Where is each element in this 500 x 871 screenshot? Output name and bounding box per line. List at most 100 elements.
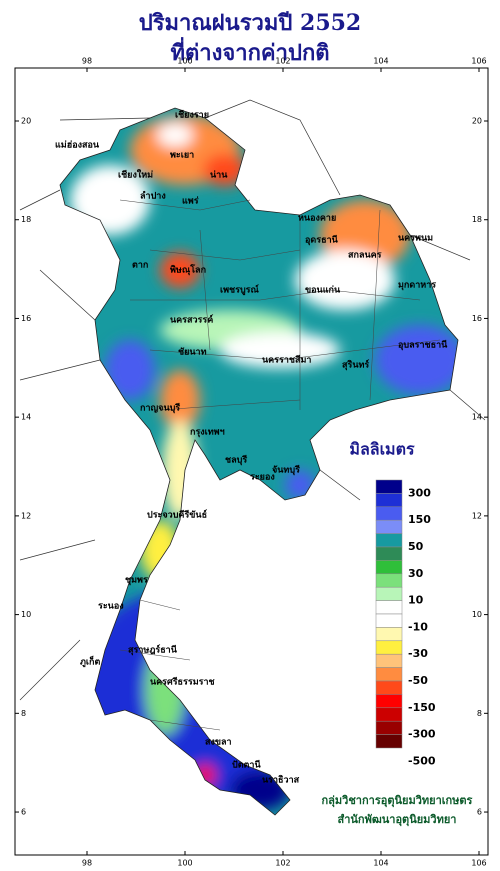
lon-tick-label: 102	[275, 57, 290, 66]
lat-tick-label: 16	[21, 314, 31, 323]
lon-tick-label: 98	[82, 859, 92, 868]
place-label: แม่ฮ่องสอน	[55, 140, 100, 151]
legend-label: 150	[408, 513, 431, 526]
place-label: เพชรบูรณ์	[220, 284, 259, 296]
legend-swatch	[375, 680, 403, 695]
place-label: จันทบุรี	[272, 465, 300, 476]
legend-swatch	[375, 506, 403, 521]
legend-swatch	[375, 533, 403, 548]
legend-label: -500	[408, 754, 436, 767]
lon-tick-label: 104	[373, 859, 388, 868]
lon-tick-label: 106	[471, 859, 486, 868]
lat-tick-label: 12	[472, 511, 482, 520]
place-label: ประจวบคีรีขันธ์	[147, 509, 207, 521]
legend-swatch	[375, 586, 403, 601]
legend-swatch	[375, 640, 403, 655]
lon-tick-label: 100	[177, 859, 192, 868]
place-label: น่าน	[210, 170, 228, 181]
legend-swatch	[375, 573, 403, 588]
legend-swatch	[375, 600, 403, 615]
legend-title: มิลลิเมตร	[349, 440, 415, 459]
place-label: มุกดาหาร	[398, 281, 436, 291]
legend-swatch	[375, 667, 403, 682]
legend-swatch	[375, 519, 403, 534]
legend-swatch	[375, 694, 403, 709]
place-label: ระนอง	[98, 602, 124, 612]
credit-line: สำนักพัฒนาอุตุนิยมวิทยา	[338, 813, 457, 827]
lat-tick-label: 20	[21, 117, 31, 126]
place-label: อุบลราชธานี	[398, 340, 448, 351]
lon-tick-label: 98	[82, 57, 92, 66]
legend-label: -50	[408, 674, 428, 687]
lat-tick-label: 8	[21, 709, 26, 718]
lat-tick-label: 10	[472, 610, 482, 619]
lat-tick-label: 10	[21, 610, 31, 619]
legend-label: 50	[408, 540, 424, 553]
lon-tick-label: 102	[275, 859, 290, 868]
legend-swatch	[375, 627, 403, 642]
place-label: นครพนม	[398, 234, 433, 244]
legend-label: -10	[408, 620, 428, 633]
lon-tick-label: 104	[373, 57, 388, 66]
province-borders	[119, 199, 441, 731]
lat-tick-label: 18	[21, 215, 31, 224]
place-label: นครสวรรค์	[170, 314, 213, 326]
lat-tick-label: 6	[477, 808, 482, 817]
place-label: สุรินทร์	[342, 359, 369, 371]
place-label: ชุมพร	[125, 576, 148, 586]
place-labels: เชียงราย เชียงใหม่ พะเยา น่าน ลำปาง แพร่…	[55, 110, 448, 786]
place-label: นครราชสีมา	[262, 355, 311, 366]
place-label: ขอนแก่น	[305, 285, 341, 296]
legend-swatch	[375, 546, 403, 561]
legend-label: -300	[408, 728, 436, 741]
legend-swatch	[375, 734, 403, 749]
place-label: แพร่	[182, 196, 199, 207]
legend-swatch	[375, 493, 403, 508]
place-label: ตาก	[132, 261, 148, 271]
lon-tick-label: 100	[177, 57, 192, 66]
title-line: ปริมาณฝนรวมปี 2552	[139, 10, 362, 36]
place-label: อุดรธานี	[305, 235, 339, 246]
legend-label: -150	[408, 701, 436, 714]
legend-swatch	[375, 653, 403, 668]
neighbor-borders	[19, 99, 486, 701]
legend-swatch	[375, 560, 403, 575]
place-label: กาญจนบุรี	[140, 403, 180, 414]
place-label: พะเยา	[170, 151, 194, 161]
legend-label: 300	[408, 486, 431, 499]
lon-tick-label: 106	[471, 57, 486, 66]
place-label: ระยอง	[250, 473, 275, 483]
legend-swatch	[375, 707, 403, 722]
legend-label: 30	[408, 567, 424, 580]
place-label: ภูเก็ต	[80, 655, 100, 668]
place-label: เชียงราย	[175, 110, 209, 121]
place-label: เชียงใหม่	[118, 169, 153, 181]
place-label: สุราษฎร์ธานี	[128, 644, 178, 656]
place-label: นราธิวาส	[262, 775, 300, 786]
lat-tick-label: 18	[472, 215, 482, 224]
lat-tick-label: 14	[21, 413, 31, 422]
lat-tick-label: 20	[472, 117, 482, 126]
place-label: สงขลา	[205, 738, 232, 748]
credit-line: กลุ่มวิชาการอุตุนิยมวิทยาเกษตร	[322, 794, 473, 808]
lat-tick-label: 8	[477, 709, 482, 718]
legend-swatch	[375, 613, 403, 628]
place-label: สกลนคร	[348, 251, 382, 261]
legend-label: 10	[408, 594, 424, 607]
place-label: กรุงเทพฯ	[190, 428, 225, 438]
legend-swatch	[375, 720, 403, 735]
legend-label: -30	[408, 647, 428, 660]
lat-tick-label: 16	[472, 314, 482, 323]
place-label: หนองคาย	[298, 214, 336, 224]
lat-tick-label: 6	[21, 808, 26, 817]
lat-tick-label: 14	[472, 413, 482, 422]
place-label: ลำปาง	[140, 191, 166, 202]
place-label: พิษณุโลก	[170, 264, 206, 276]
legend-swatch	[375, 479, 403, 494]
title-line: ที่ต่างจากค่าปกติ	[170, 36, 329, 66]
place-label: นครศรีธรรมราช	[150, 677, 215, 688]
place-label: ปัตตานี	[232, 760, 261, 771]
place-label: ชลบุรี	[225, 455, 247, 466]
lat-tick-label: 12	[21, 511, 31, 520]
